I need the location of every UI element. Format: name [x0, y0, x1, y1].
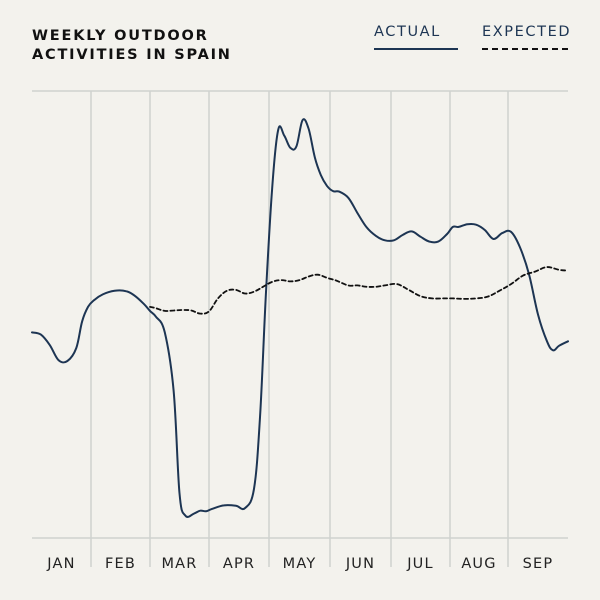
x-tick-label: JUN	[345, 556, 375, 572]
chart-title-line-1: WEEKLY OUTDOOR	[32, 28, 209, 44]
legend-actual-swatch	[374, 48, 458, 50]
legend-actual-label: ACTUAL	[374, 24, 441, 40]
x-tick-label: SEP	[523, 556, 554, 572]
legend-expected-label: EXPECTED	[482, 24, 572, 40]
x-tick-label: JAN	[46, 556, 75, 572]
series-line-actual	[31, 118, 569, 518]
chart-title: WEEKLY OUTDOOR ACTIVITIES IN SPAIN	[32, 27, 232, 65]
grid-lines	[32, 90, 568, 567]
x-tick-label: JUL	[406, 556, 434, 572]
x-tick-label: AUG	[461, 556, 496, 572]
x-tick-label: MAR	[161, 556, 197, 572]
x-tick-labels: JAN FEB MAR APR MAY JUN JUL AUG SEP	[46, 556, 554, 572]
series-lines	[31, 118, 569, 518]
x-tick-label: FEB	[105, 556, 136, 572]
legend-expected-swatch	[482, 48, 568, 50]
series-line-expected	[149, 266, 569, 315]
x-tick-label: APR	[223, 556, 255, 572]
x-tick-label: MAY	[283, 556, 317, 572]
chart-title-line-2: ACTIVITIES IN SPAIN	[32, 47, 232, 63]
